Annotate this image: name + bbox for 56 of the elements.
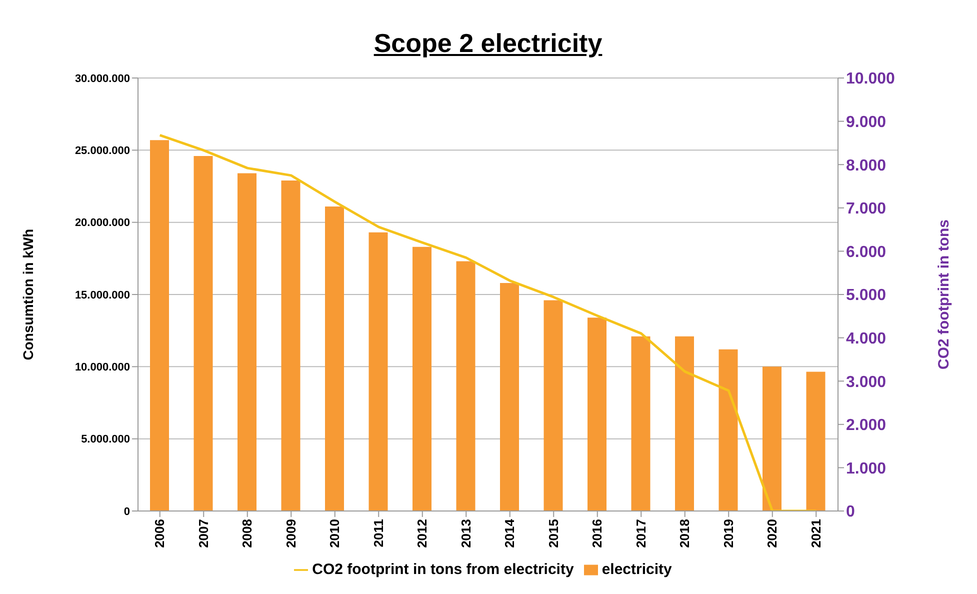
bar <box>238 173 256 511</box>
x-tick-label: 2015 <box>546 519 561 548</box>
y2-tick-label: 6.000 <box>846 244 886 261</box>
y2-tick-label: 2.000 <box>846 417 886 434</box>
y2-tick-label: 9.000 <box>846 114 886 131</box>
x-tick-label: 2021 <box>808 519 824 548</box>
legend-label: electricity <box>602 561 672 578</box>
bar <box>675 336 694 511</box>
legend-label: CO2 footprint in tons from electricity <box>312 561 574 578</box>
y-tick-label: 15.000.000 <box>74 289 130 302</box>
y2-tick-label: 10.000 <box>846 70 896 88</box>
bar <box>631 336 650 511</box>
y2-tick-label: 3.000 <box>846 374 886 391</box>
bar <box>325 206 344 511</box>
y2-tick-label: 7.000 <box>846 200 886 218</box>
bar <box>281 180 300 511</box>
x-tick-label: 2013 <box>458 519 474 548</box>
y-tick-label: 10.000.000 <box>74 362 130 374</box>
bar <box>762 366 782 511</box>
bar <box>368 232 388 511</box>
bar <box>588 318 606 511</box>
x-tick-label: 2010 <box>327 519 342 548</box>
x-tick-label: 2014 <box>502 518 518 548</box>
x-tick-label: 2018 <box>677 519 692 548</box>
y2-tick-label: 8.000 <box>846 157 886 174</box>
x-tick-label: 2019 <box>720 519 736 548</box>
line-series <box>158 134 818 511</box>
bar <box>500 282 519 511</box>
x-tick-label: 2011 <box>370 519 386 548</box>
y2-tick-label: 4.000 <box>846 330 886 348</box>
x-tick-label: 2006 <box>152 519 168 548</box>
bar <box>194 156 213 511</box>
x-tick-label: 2008 <box>240 519 255 548</box>
x-tick-label: 2016 <box>590 519 605 548</box>
x-tick-label: 2012 <box>414 519 430 548</box>
bar <box>412 246 432 511</box>
y2-tick-label: 1.000 <box>846 460 886 478</box>
y2-axis-title: CO2 footprint in tons <box>935 220 952 370</box>
x-tick-label: 2009 <box>283 519 298 548</box>
y2-tick-label: 5.000 <box>846 287 886 304</box>
y-tick-label: 20.000.000 <box>74 217 130 230</box>
y-tick-label: 0 <box>124 506 130 518</box>
x-tick-label: 2020 <box>764 519 780 548</box>
chart-title: Scope 2 electricity <box>372 27 604 60</box>
y-tick-label: 5.000.000 <box>81 434 130 446</box>
x-tick-label: 2017 <box>633 519 648 548</box>
bar <box>150 140 169 511</box>
y2-tick-label: 0 <box>846 504 855 521</box>
x-tick-label: 2007 <box>196 519 211 548</box>
bar <box>806 372 826 511</box>
y-tick-label: 30.000.000 <box>74 72 130 85</box>
bar <box>718 349 738 511</box>
y-tick-label: 25.000.000 <box>74 145 130 158</box>
y-axis-title: Consumtion in kWh <box>20 228 36 360</box>
bar <box>456 261 476 511</box>
bar <box>544 300 563 511</box>
